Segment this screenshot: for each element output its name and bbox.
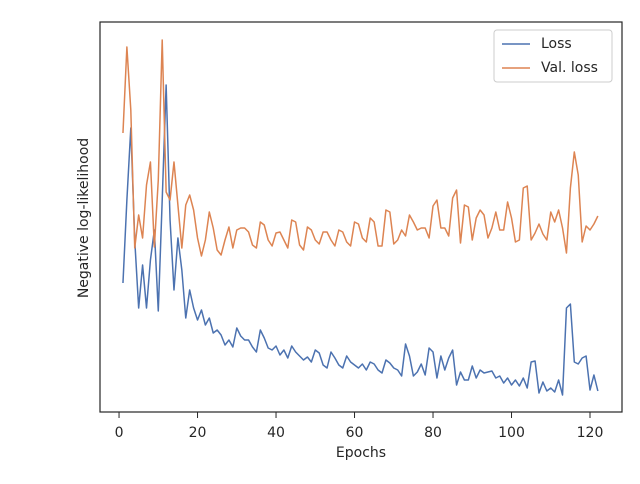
line-series xyxy=(122,39,599,257)
y-axis-label: Negative log-likelihood xyxy=(76,138,92,298)
legend-box xyxy=(493,29,613,83)
x-axis-label: Epochs xyxy=(336,445,386,461)
x-tick-label: 100 xyxy=(498,425,525,441)
x-tick-label: 80 xyxy=(424,425,442,441)
legend: Loss Val. loss xyxy=(493,29,613,83)
plot-frame xyxy=(99,21,623,413)
x-tick-label: 20 xyxy=(189,425,207,441)
line-series xyxy=(122,84,599,396)
legend-label: Val. loss xyxy=(541,60,598,76)
x-tick-label: 120 xyxy=(577,425,604,441)
x-tick-label: 60 xyxy=(346,425,364,441)
x-tick-label: 0 xyxy=(115,425,124,441)
x-tick-label: 40 xyxy=(267,425,285,441)
legend-label: Loss xyxy=(541,36,572,52)
